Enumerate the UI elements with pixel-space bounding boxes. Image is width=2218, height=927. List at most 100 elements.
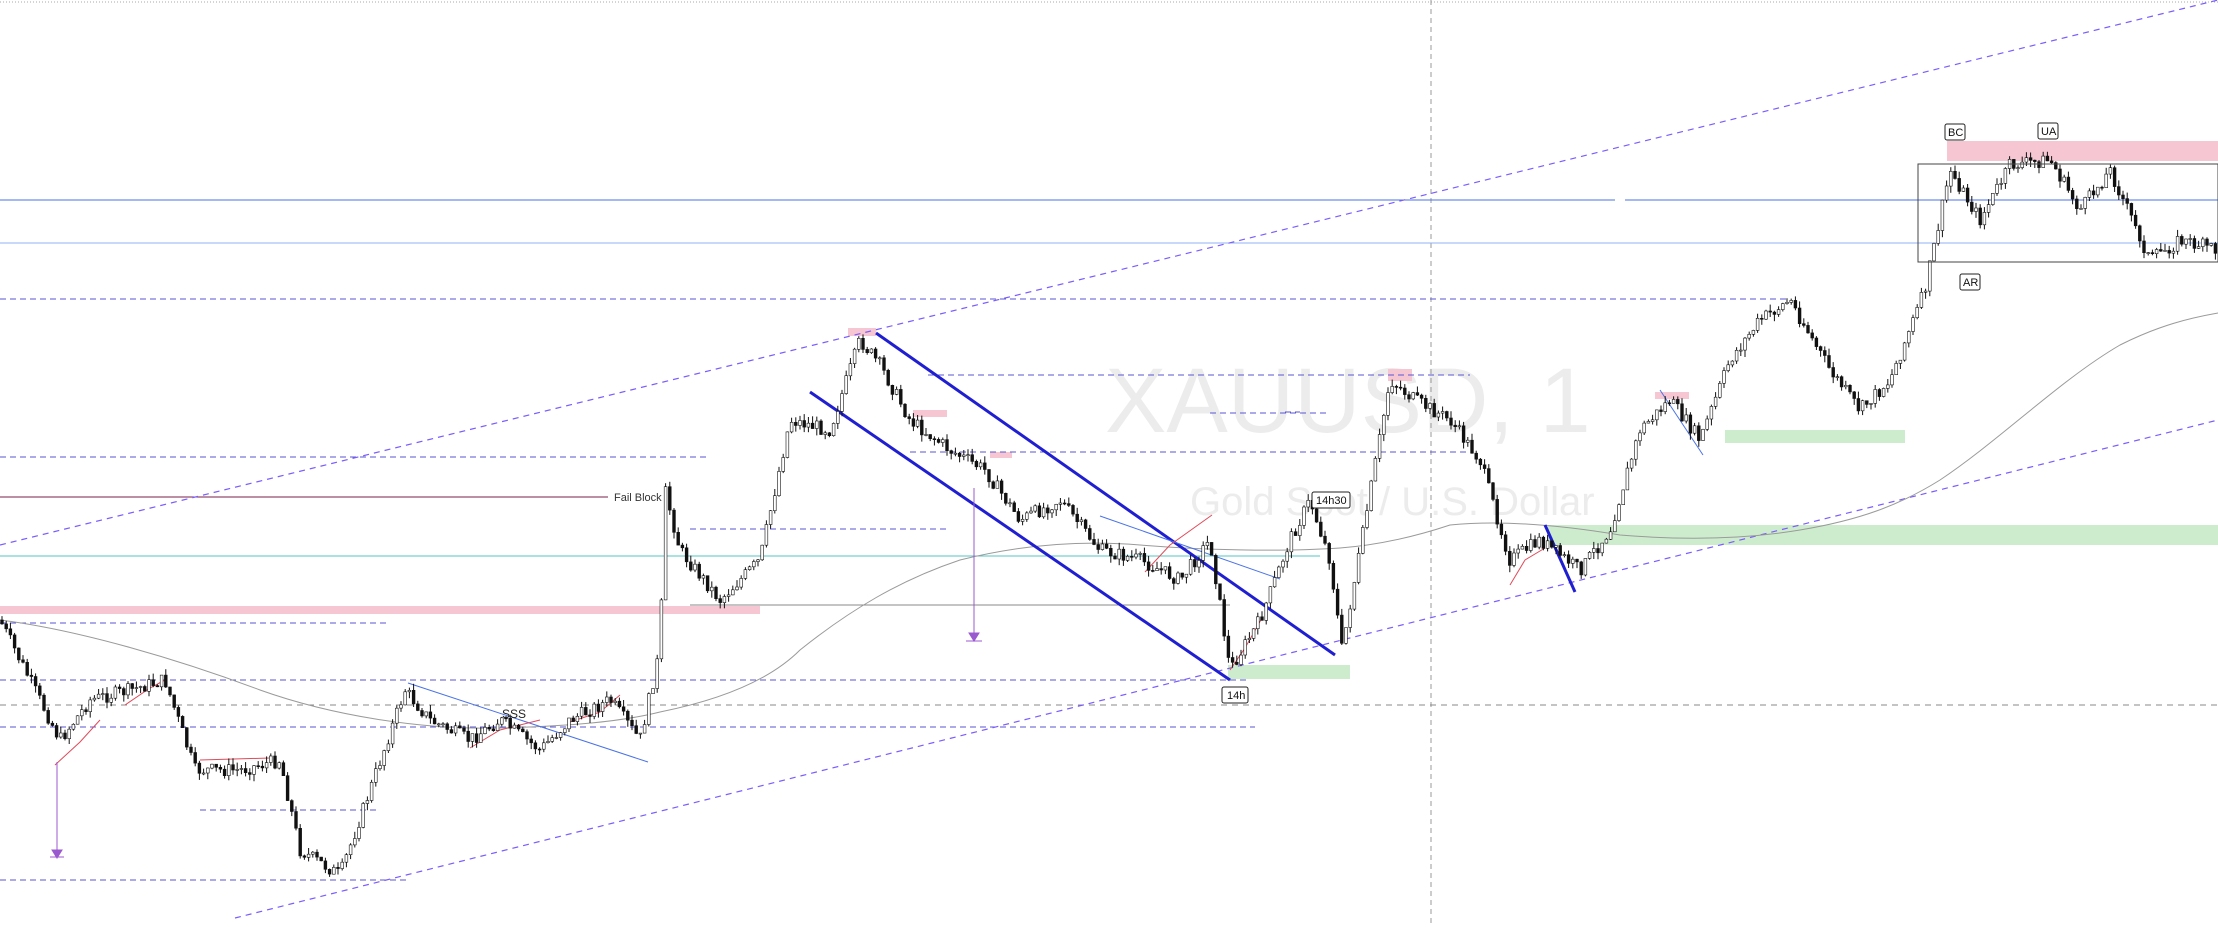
candle-up: [353, 838, 357, 846]
candle-up: [239, 768, 244, 770]
candle-up: [785, 431, 790, 458]
candle-down: [2133, 214, 2138, 227]
candle-down: [2167, 250, 2171, 254]
candle-up: [1134, 553, 1138, 558]
candle-up: [966, 454, 970, 457]
candle-down: [1503, 534, 1508, 552]
candle-up: [815, 420, 819, 429]
watermark-symbol: XAUUSD, 1: [1105, 350, 1591, 452]
candle-down: [668, 486, 672, 511]
candle-up: [894, 389, 899, 395]
candle-up: [567, 717, 571, 730]
candle-down: [1146, 561, 1151, 571]
candle-down: [2117, 186, 2121, 196]
candle-down: [1579, 561, 1583, 576]
candle-down: [974, 460, 979, 468]
candle-up: [1373, 458, 1378, 482]
candle-down: [1230, 657, 1235, 663]
candle-up: [1058, 502, 1063, 505]
candle-down: [1159, 568, 1163, 571]
candle-down: [1403, 387, 1407, 395]
candle-up: [1050, 509, 1054, 514]
candle-down: [2125, 198, 2129, 204]
candle-up: [1054, 503, 1058, 511]
svg-text:14h30: 14h30: [1316, 495, 1347, 507]
candle-up: [638, 732, 643, 735]
candle-down: [336, 866, 340, 869]
candle-down: [617, 700, 622, 708]
candle-up: [2104, 173, 2108, 189]
candle-up: [1382, 414, 1386, 435]
candle-down: [928, 434, 932, 439]
candle-up: [764, 524, 769, 546]
horizontal-levels: [0, 199, 2218, 881]
candle-up: [147, 679, 151, 692]
candle-up: [126, 683, 130, 696]
candle-up: [386, 743, 391, 751]
candle-up: [1902, 342, 1907, 361]
candle-down: [1793, 300, 1798, 309]
candle-up: [1243, 639, 1247, 656]
candle-down: [21, 659, 25, 663]
candle-down: [2054, 162, 2058, 170]
candle-down: [689, 561, 693, 571]
candle-up: [1155, 568, 1159, 571]
candle-up: [403, 691, 407, 706]
candle-down: [1550, 540, 1554, 548]
candle-up: [306, 853, 311, 858]
candle-up: [1361, 527, 1365, 554]
candle-down: [2058, 168, 2062, 182]
candle-up: [1365, 510, 1369, 528]
candle-down: [12, 634, 17, 649]
candle-up: [374, 768, 378, 783]
candle-down: [705, 575, 710, 592]
candle-up: [2201, 238, 2205, 247]
candle-down: [2121, 194, 2125, 200]
candle-up: [735, 586, 739, 591]
candle-down: [315, 851, 319, 858]
candle-up: [1663, 402, 1667, 412]
candle-down: [2129, 203, 2134, 216]
candle-down: [1524, 545, 1529, 551]
candle-up: [1932, 243, 1936, 262]
candle-down: [1575, 558, 1579, 563]
candle-up: [613, 700, 617, 703]
candle-down: [1419, 394, 1424, 399]
candle-up: [1516, 548, 1520, 554]
candle-down: [143, 686, 147, 692]
candle-up: [159, 674, 164, 688]
candle-up: [722, 596, 727, 603]
candle-up: [395, 707, 399, 724]
candle-down: [1398, 386, 1403, 389]
svg-text:AR: AR: [1963, 277, 1978, 289]
candle-up: [235, 769, 239, 771]
candle-up: [1529, 539, 1533, 551]
upper-trend-line: [0, 0, 2218, 546]
candle-down: [1016, 511, 1021, 522]
candle-down: [1474, 452, 1478, 460]
candle-up: [1176, 572, 1180, 584]
candle-up: [348, 844, 353, 856]
candle-up: [1890, 374, 1894, 386]
candle-up: [2041, 155, 2045, 168]
candle-down: [42, 694, 46, 711]
candle-down: [1193, 559, 1197, 568]
candle-down: [29, 674, 34, 677]
candle-up: [500, 717, 504, 725]
candle-down: [323, 860, 328, 870]
candle-down: [222, 768, 227, 777]
candle-down: [1293, 531, 1298, 536]
candle-down: [176, 707, 181, 717]
candle-up: [1692, 425, 1697, 434]
candle-up: [941, 439, 945, 443]
candle-down: [2070, 190, 2075, 200]
candle-up: [512, 724, 517, 729]
candle-up: [840, 393, 844, 412]
candle-down: [243, 768, 248, 773]
demand-zone-1: [1228, 665, 1350, 679]
candle-up: [554, 737, 559, 739]
candle-down: [1970, 201, 1974, 212]
candle-down: [260, 765, 265, 769]
candle-up: [1390, 386, 1394, 393]
